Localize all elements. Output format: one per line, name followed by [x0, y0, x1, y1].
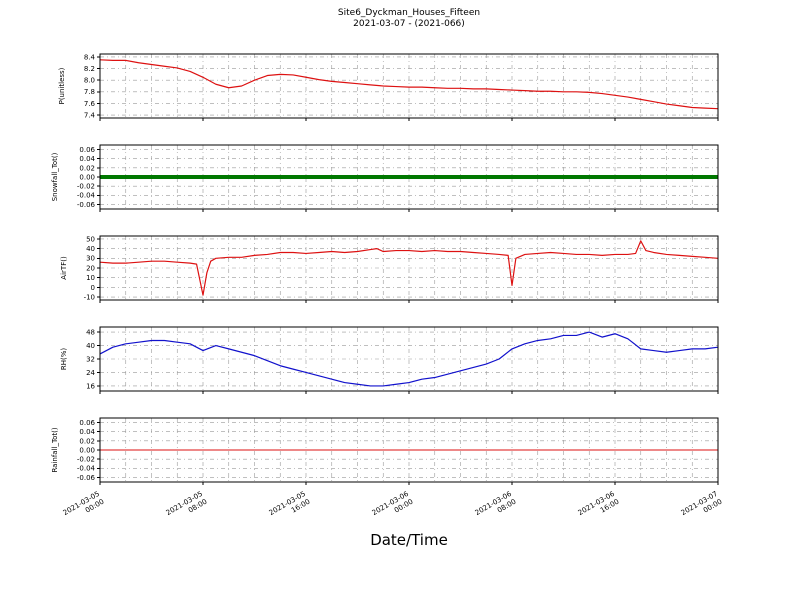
x-tick-label: 2021-03-0600:00: [371, 490, 415, 525]
chart-title-line2: 2021-03-07 - (2021-066): [353, 19, 465, 29]
y-tick-label: 0.00: [79, 173, 95, 181]
y-axis-label: P(unitless): [58, 67, 66, 104]
y-tick-label: -0.04: [77, 465, 96, 473]
y-tick-label: 24: [86, 369, 95, 377]
chart-title: Site6_Dyckman_Houses_Fifteen 2021-03-07 …: [100, 8, 718, 30]
y-tick-label: 0.02: [79, 437, 95, 445]
y-tick-label: 7.6: [84, 100, 96, 108]
y-tick-label: 40: [86, 245, 95, 253]
y-tick-label: 32: [86, 355, 95, 363]
x-tick-label: 2021-03-0516:00: [268, 490, 312, 525]
y-tick-label: 0.00: [79, 446, 95, 454]
y-tick-label: 0.06: [79, 146, 95, 154]
y-axis-label: AirTF(): [60, 256, 68, 280]
x-axis-title: Date/Time: [370, 531, 448, 549]
y-tick-label: 40: [86, 342, 95, 350]
y-tick-label: -10: [84, 293, 95, 301]
y-tick-label: -0.02: [77, 183, 95, 191]
y-tick-label: 16: [86, 382, 95, 390]
x-tick-labels: 2021-03-0500:00 2021-03-0508:00 2021-03-05…: [62, 490, 724, 525]
y-tick-label: -0.02: [77, 456, 95, 464]
y-tick-label: 0: [91, 284, 95, 292]
panel-1: 8.4 8.2 8.0 7.8 7.6 7.4 P(unitless): [58, 53, 719, 121]
chart-title-line1: Site6_Dyckman_Houses_Fifteen: [337, 8, 481, 18]
x-tick-label: 2021-03-0616:00: [577, 490, 621, 525]
y-tick-label: -0.06: [77, 474, 96, 482]
series-line-4: [99, 331, 719, 387]
y-tick-label: 0.06: [79, 419, 95, 427]
x-tick-label: 2021-03-0508:00: [165, 490, 209, 525]
x-tick-label: 2021-03-0500:00: [62, 490, 106, 525]
y-tick-label: 0.02: [79, 164, 95, 172]
y-tick-label: 8.2: [84, 65, 95, 73]
y-tick-label: -0.06: [77, 201, 96, 209]
panel-5: 0.060.040.020.00 -0.02-0.04-0.06 Rainfall_…: [51, 417, 719, 485]
y-tick-label: 20: [86, 264, 95, 272]
y-tick-label: 0.04: [79, 428, 95, 436]
x-tick-label: 2021-03-0700:00: [680, 490, 724, 525]
y-tick-label: 50: [86, 235, 95, 243]
y-axis-label: Snowfall_Tot(): [51, 152, 59, 201]
y-axis-label: RH(%): [60, 348, 68, 371]
x-tick-label: 2021-03-0608:00: [474, 490, 518, 525]
y-tick-label: 7.8: [84, 88, 95, 96]
y-axis-label: Rainfall_Tot(): [51, 427, 59, 472]
series-line-3: [99, 240, 719, 296]
y-tick-label: 10: [86, 274, 95, 282]
panel-2: 0.060.040.020.00 -0.02-0.04-0.06 Snowfall_…: [51, 144, 719, 212]
y-tick-label: 8.4: [84, 53, 96, 61]
y-tick-label: 7.4: [84, 111, 96, 119]
y-tick-label: 8.0: [84, 77, 95, 85]
y-tick-label: 30: [86, 255, 95, 263]
axes-frame: [99, 53, 719, 119]
y-tick-label: 0.04: [79, 155, 95, 163]
panel-4: 48 40 32 24 16 RH(%): [60, 326, 719, 394]
y-tick-label: -0.04: [77, 192, 96, 200]
series-line-1: [99, 59, 719, 110]
y-tick-label: 48: [86, 328, 95, 336]
